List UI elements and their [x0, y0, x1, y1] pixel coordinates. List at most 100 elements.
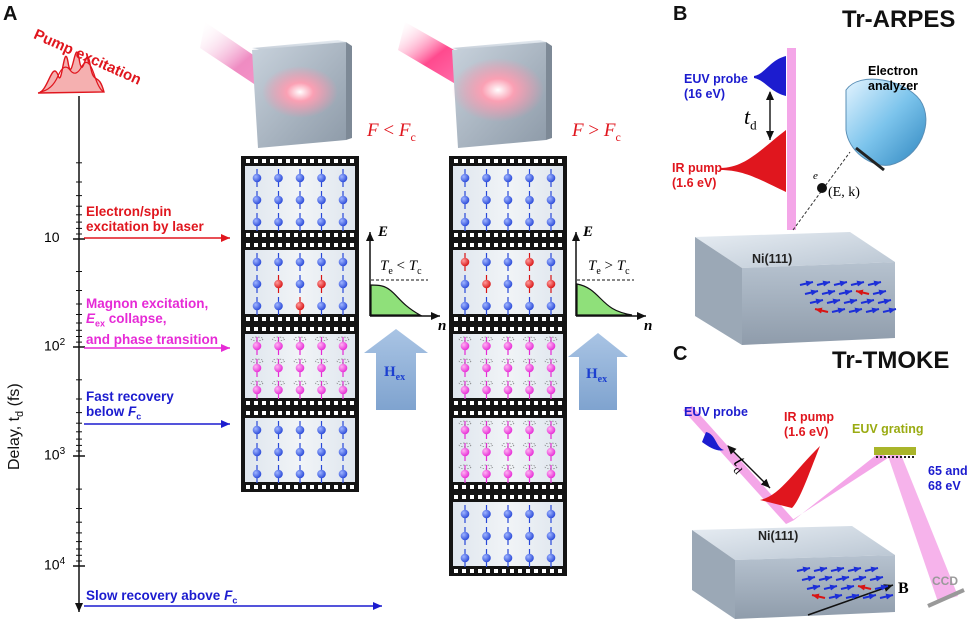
film-sprocket	[462, 159, 466, 163]
precession-ring	[501, 336, 515, 342]
precession-ring	[336, 336, 350, 342]
film-sprocket	[542, 243, 546, 247]
film-sprocket	[478, 159, 482, 163]
film-sprocket	[246, 401, 250, 405]
film-sprocket	[342, 317, 346, 321]
te: T	[380, 258, 389, 274]
film-sprocket	[462, 317, 466, 321]
film-sprocket	[454, 411, 458, 415]
spin-ball	[338, 447, 348, 457]
spin-arrow	[831, 307, 846, 314]
film-sprocket	[454, 485, 458, 489]
spin-ball	[295, 217, 305, 227]
film-sprocket	[494, 327, 498, 331]
film-sprocket	[318, 317, 322, 321]
film-sprocket	[542, 485, 546, 489]
film-sprocket	[502, 327, 506, 331]
film-sprocket	[502, 159, 506, 163]
spin-ball	[482, 279, 491, 289]
film-sprocket	[518, 401, 522, 405]
spin-ball	[252, 301, 262, 311]
hex-h: H	[586, 366, 598, 382]
film-sprocket	[462, 495, 466, 499]
film-sprocket	[470, 411, 474, 415]
film-sprocket	[262, 411, 266, 415]
film-sprocket	[478, 485, 482, 489]
film-sprocket	[478, 569, 482, 573]
spin-ball	[546, 425, 556, 435]
spin-ball	[295, 425, 305, 435]
film-sprocket	[518, 243, 522, 247]
euv-grating-label: EUV grating	[852, 422, 924, 436]
film-sprocket	[286, 401, 290, 405]
spin-ball	[274, 341, 283, 351]
precession-ring	[544, 442, 558, 448]
fluence-op: >	[583, 120, 604, 141]
film-sprocket	[246, 411, 250, 415]
precession-ring	[480, 336, 493, 342]
precession-ring	[272, 358, 285, 364]
fluence-f: F	[367, 120, 379, 141]
precession-ring	[480, 420, 493, 426]
film-sprocket	[558, 569, 562, 573]
film-sprocket	[302, 411, 306, 415]
spin-ball	[295, 173, 305, 183]
film-sprocket	[550, 401, 554, 405]
film-sprocket	[318, 327, 322, 331]
panel-a-letter: A	[3, 3, 18, 25]
analyzer-line-2: analyzer	[868, 79, 919, 93]
film-sprocket	[502, 243, 506, 247]
spin-ball	[546, 447, 556, 457]
film-sprocket	[310, 243, 314, 247]
film-sprocket	[534, 327, 538, 331]
spin-ball	[546, 341, 556, 351]
spin-arrow	[809, 298, 824, 305]
precession-ring	[458, 358, 472, 364]
film-sprocket	[254, 233, 258, 237]
tick-base: 10	[44, 556, 60, 573]
film-sprocket	[478, 243, 482, 247]
film-sprocket	[470, 233, 474, 237]
spin-ball	[460, 341, 470, 351]
spin-ball	[252, 173, 262, 183]
film-sprocket	[270, 317, 274, 321]
spin-ball	[295, 363, 305, 373]
spin-arrow	[806, 584, 821, 591]
film-sprocket	[462, 233, 466, 237]
precession-ring	[501, 442, 515, 448]
spin-ball	[460, 195, 470, 205]
spin-ball	[460, 301, 470, 311]
spin-ball	[317, 217, 326, 227]
spin-ball	[525, 553, 534, 563]
spin-arrow	[811, 593, 826, 600]
film-sprocket	[502, 233, 506, 237]
film-sprocket	[494, 401, 498, 405]
spin-arrow	[830, 566, 845, 573]
precession-ring	[544, 420, 558, 426]
film-sprocket	[302, 317, 306, 321]
film-sprocket	[262, 233, 266, 237]
film-sprocket	[558, 411, 562, 415]
fast-f: F	[128, 404, 137, 419]
dist-left-temp: Te < Tc	[380, 258, 422, 277]
film-sprocket	[558, 233, 562, 237]
film-sprocket	[302, 243, 306, 247]
spin-arrow	[835, 575, 850, 582]
magnon-line-2-rest: collapse,	[105, 311, 167, 326]
spin-ball	[317, 447, 326, 457]
film-sprocket	[486, 233, 490, 237]
spin-ball	[460, 385, 470, 395]
tick-exp: 3	[59, 446, 66, 457]
film-sprocket	[270, 159, 274, 163]
film-sprocket	[486, 317, 490, 321]
euv-line-2: (16 eV)	[684, 87, 725, 101]
fluence-f: F	[572, 120, 584, 141]
spin-arrow	[864, 566, 879, 573]
b-euv-probe-label: EUV probe (16 eV)	[684, 72, 748, 102]
film-sprocket	[518, 411, 522, 415]
hex-sub: ex	[395, 372, 406, 383]
spin-ball	[503, 341, 513, 351]
film-sprocket	[518, 327, 522, 331]
tick-label-3: 103	[44, 446, 65, 463]
